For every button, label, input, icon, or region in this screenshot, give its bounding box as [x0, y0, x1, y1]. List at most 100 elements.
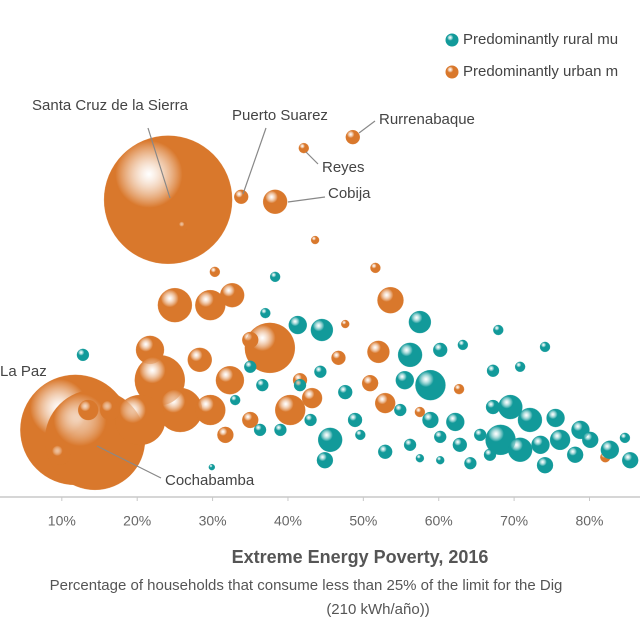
bubble	[355, 429, 366, 441]
bubble	[310, 235, 320, 245]
bubble	[274, 394, 306, 426]
bubble	[377, 444, 393, 460]
annotation: Reyes	[322, 159, 365, 176]
bubble	[377, 286, 404, 314]
bubble	[432, 342, 448, 358]
bubble	[253, 423, 267, 437]
bubble	[536, 456, 554, 474]
x-tick-label: 30%	[199, 513, 227, 529]
bubble	[114, 394, 166, 446]
annotation: Puerto Suarez	[232, 107, 328, 124]
bubble	[233, 189, 249, 205]
bubble	[304, 413, 317, 427]
bubble	[50, 444, 71, 466]
bubble	[301, 387, 323, 409]
bubble	[269, 271, 281, 283]
bubble	[397, 342, 423, 368]
bubble	[415, 453, 425, 463]
bubble	[394, 403, 407, 417]
bubble	[507, 437, 533, 463]
x-tick-label: 70%	[500, 513, 528, 529]
bubble	[331, 350, 346, 366]
bubble	[317, 427, 343, 453]
leader-line	[358, 120, 376, 134]
x-tick-label: 40%	[274, 513, 302, 529]
x-axis-title: Extreme Energy Poverty, 2016	[232, 547, 489, 567]
leader-line	[242, 127, 267, 195]
bubble	[242, 331, 259, 349]
bubble	[260, 307, 271, 319]
bubble	[262, 189, 288, 215]
subtitle: (210 kWh/año))	[326, 601, 429, 618]
annotation: Cobija	[328, 185, 371, 202]
bubble	[414, 406, 426, 418]
leader-line	[287, 196, 326, 203]
annotation: Santa Cruz de la Sierra	[32, 97, 189, 114]
bubble	[566, 446, 584, 464]
bubble	[374, 392, 396, 414]
bubble	[195, 394, 226, 426]
bubble	[395, 370, 415, 390]
subtitle: Percentage of households that consume le…	[50, 577, 563, 594]
x-tick-label: 50%	[349, 513, 377, 529]
bubble	[619, 432, 631, 444]
bubble	[274, 423, 287, 437]
bubble	[298, 142, 310, 154]
bubble	[446, 412, 465, 432]
bubble	[486, 364, 500, 378]
bubble	[433, 430, 447, 444]
bubble	[338, 384, 353, 400]
bubble	[549, 429, 571, 451]
bubble	[103, 135, 233, 265]
bubble	[546, 408, 565, 428]
bubble	[464, 456, 477, 470]
bubble	[531, 435, 550, 455]
bubble	[415, 369, 446, 401]
bubble	[217, 426, 234, 444]
bubble	[600, 440, 620, 460]
bubble	[408, 310, 432, 334]
bubble	[229, 394, 241, 406]
bubble	[493, 324, 504, 336]
bubble	[219, 282, 245, 308]
bubble	[177, 220, 189, 232]
bubble	[473, 428, 487, 442]
x-tick-label: 80%	[575, 513, 603, 529]
bubble	[76, 348, 90, 362]
annotation: La Paz	[0, 363, 47, 380]
x-tick-label: 20%	[123, 513, 151, 529]
bubble	[621, 451, 639, 469]
bubble	[157, 287, 193, 323]
bubble	[514, 361, 526, 373]
leader-line	[147, 127, 171, 199]
annotation: Cochabamba	[165, 472, 255, 489]
bubble	[435, 455, 445, 465]
bubble	[361, 374, 379, 392]
bubble	[341, 319, 350, 329]
legend-label: Predominantly rural mu	[463, 31, 618, 48]
bubble	[485, 399, 501, 415]
bubble	[483, 448, 497, 462]
bubble	[187, 347, 213, 373]
bubble	[517, 407, 543, 433]
x-tick-label: 10%	[48, 513, 76, 529]
bubble	[215, 365, 245, 395]
leader-line	[96, 445, 162, 479]
bubble	[244, 322, 296, 374]
legend-label: Predominantly urban m	[463, 63, 618, 80]
legend-swatch	[445, 33, 459, 47]
bubble	[99, 399, 121, 421]
bubble	[244, 360, 257, 374]
bubble	[310, 318, 334, 342]
bubble	[288, 315, 308, 335]
legend-swatch	[445, 65, 459, 79]
bubble	[539, 341, 551, 353]
bubble	[367, 340, 390, 364]
bubble	[422, 411, 439, 429]
bubble	[581, 431, 599, 449]
bubble	[242, 411, 259, 429]
bubble	[256, 378, 269, 392]
bubble	[453, 383, 465, 395]
bubble	[208, 463, 216, 471]
